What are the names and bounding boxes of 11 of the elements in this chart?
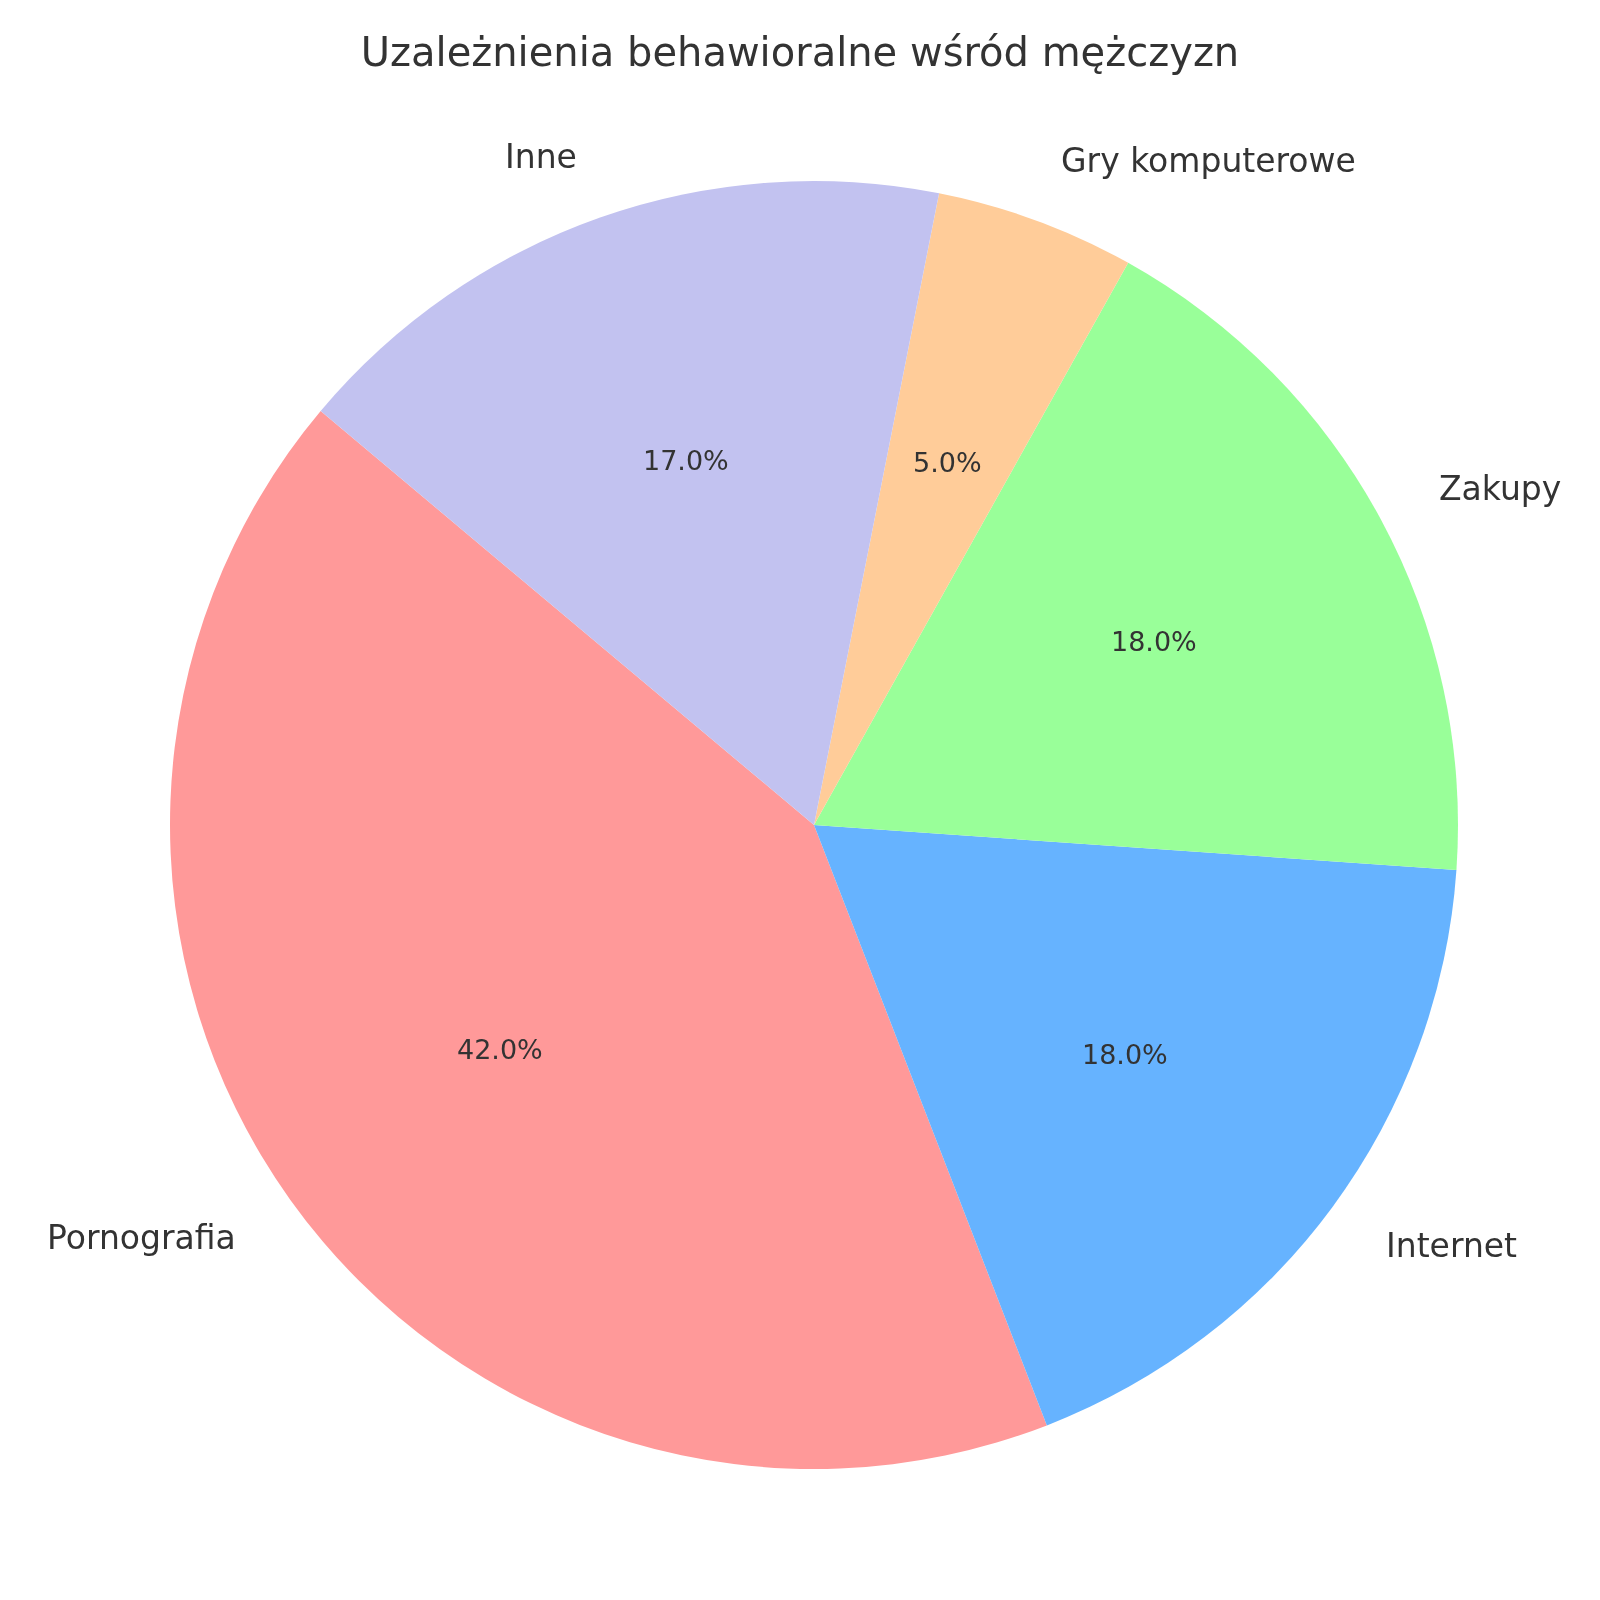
data-label: 5.0% xyxy=(913,447,982,478)
slice-label: Zakupy xyxy=(1439,469,1562,508)
data-label: 18.0% xyxy=(1082,1039,1168,1070)
data-label: 42.0% xyxy=(457,1034,543,1065)
data-label: 18.0% xyxy=(1111,626,1197,657)
slice-label: Pornografia xyxy=(47,1218,236,1257)
slice-label: Inne xyxy=(505,137,577,176)
slice-label: Gry komputerowe xyxy=(1061,141,1356,180)
chart-title: Uzależnienia behawioralne wśród mężczyzn xyxy=(360,29,1240,75)
slice-label: Internet xyxy=(1386,1226,1518,1265)
data-label: 17.0% xyxy=(643,445,729,476)
